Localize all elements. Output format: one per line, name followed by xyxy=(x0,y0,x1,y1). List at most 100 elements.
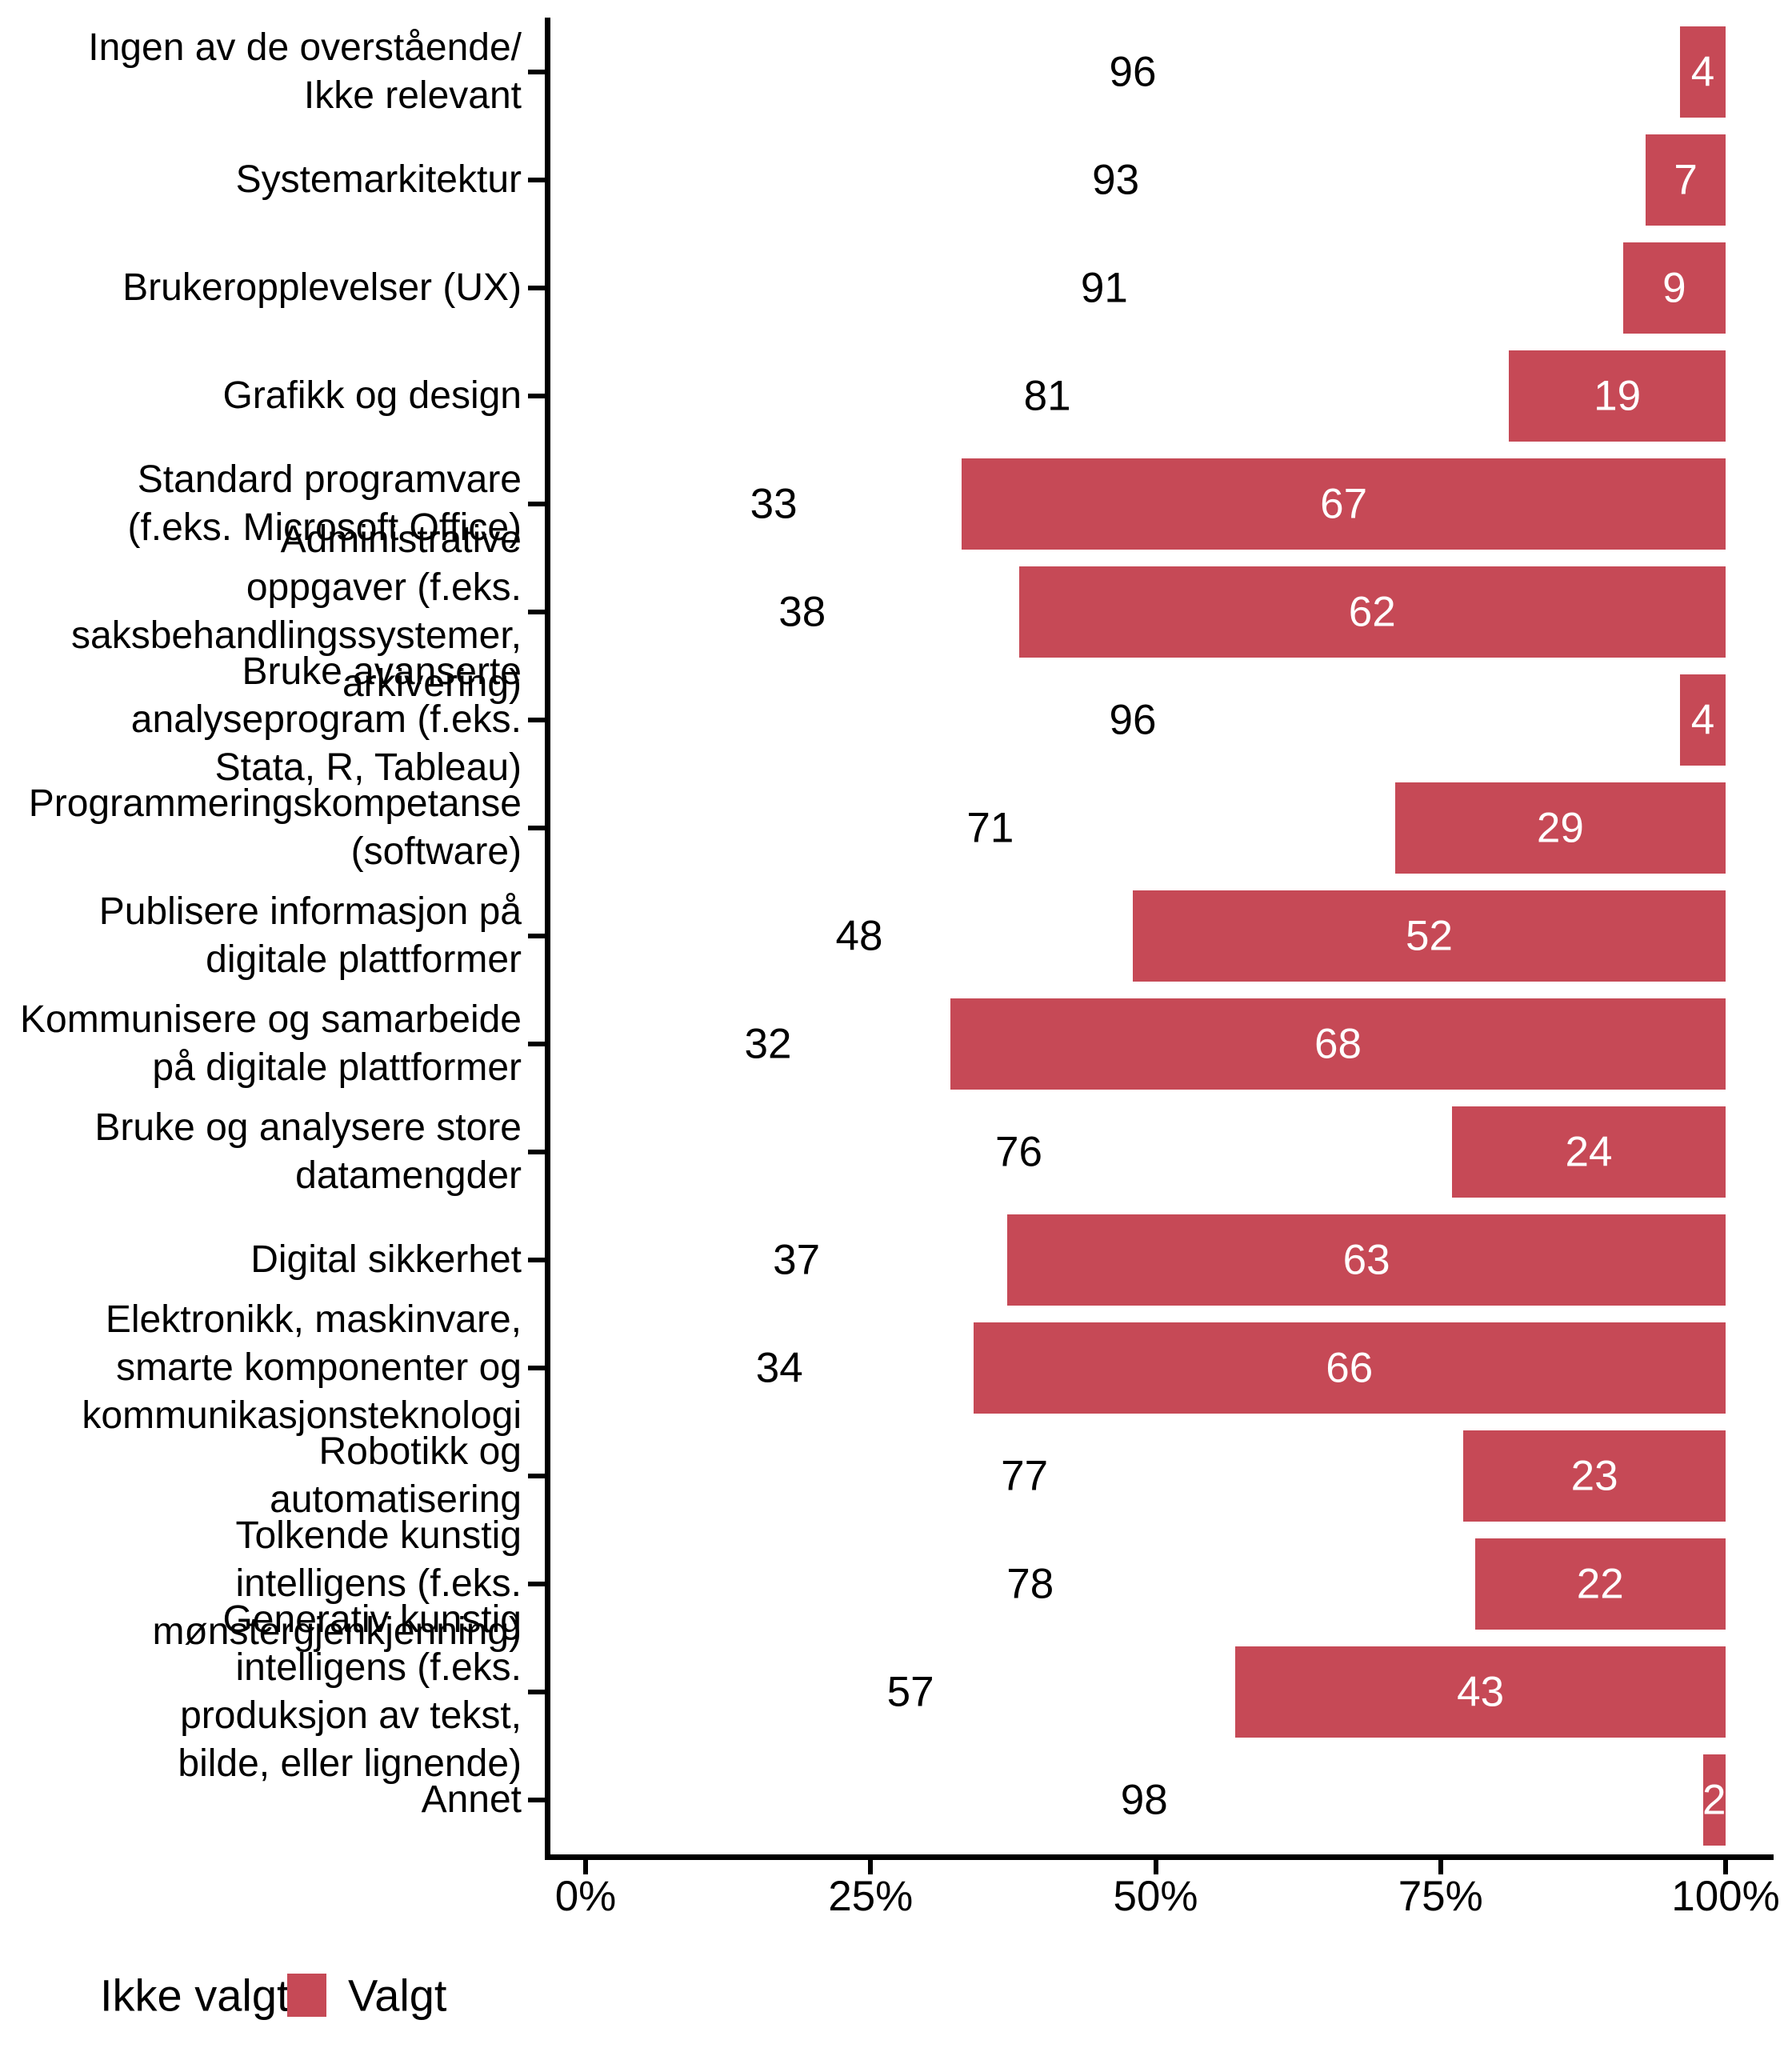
category-label: Bruke avanserte analyseprogram (f.eks. S… xyxy=(130,650,522,789)
bar-valgt xyxy=(973,1322,1726,1414)
y-axis-tick xyxy=(528,1042,545,1047)
category-label: Digital sikkerhet xyxy=(250,1238,522,1282)
x-axis-tick-label: 50% xyxy=(1113,1873,1198,1920)
value-label-valgt: 63 xyxy=(1342,1236,1390,1284)
value-label-ikke-valgt: 34 xyxy=(755,1344,803,1392)
category-label: Programmeringskompetanse (software) xyxy=(28,782,522,873)
value-label-valgt: 9 xyxy=(1662,264,1686,312)
bar-valgt xyxy=(1463,1430,1726,1522)
value-label-ikke-valgt: 77 xyxy=(1001,1452,1049,1500)
bar-valgt xyxy=(950,998,1726,1090)
value-label-ikke-valgt: 98 xyxy=(1120,1776,1168,1824)
x-axis-tick xyxy=(1153,1860,1158,1874)
x-axis-tick-label: 25% xyxy=(828,1873,914,1920)
y-axis-tick xyxy=(528,1258,545,1263)
x-axis-tick-label: 75% xyxy=(1398,1873,1483,1920)
value-label-valgt: 24 xyxy=(1565,1128,1613,1176)
category-label: Brukeropplevelser (UX) xyxy=(122,266,522,309)
value-label-valgt: 62 xyxy=(1348,588,1396,636)
y-axis-tick xyxy=(528,1150,545,1155)
y-axis-tick xyxy=(528,1474,545,1479)
x-axis-tick xyxy=(583,1860,588,1874)
legend-key-ikke-valgt xyxy=(50,1974,89,2017)
bar-valgt xyxy=(1680,26,1726,118)
category-label: Generativ kunstig intelligens (f.eks. pr… xyxy=(178,1598,522,1786)
y-axis-tick xyxy=(528,69,545,74)
category-label: Ingen av de overstående/ Ikke relevant xyxy=(88,26,522,117)
value-label-valgt: 68 xyxy=(1314,1020,1362,1068)
bar-valgt xyxy=(1646,134,1726,226)
value-label-valgt: 2 xyxy=(1702,1776,1726,1824)
bar-valgt xyxy=(1394,782,1726,874)
value-label-ikke-valgt: 57 xyxy=(886,1668,934,1716)
bar-valgt xyxy=(1452,1106,1726,1198)
y-axis-line xyxy=(545,18,550,1860)
bar-valgt xyxy=(962,458,1726,550)
x-axis-tick xyxy=(868,1860,874,1874)
value-label-valgt: 7 xyxy=(1674,156,1698,204)
bar-valgt xyxy=(1007,1214,1726,1306)
value-label-valgt: 19 xyxy=(1594,372,1642,420)
bar-valgt xyxy=(1509,350,1726,442)
value-label-valgt: 67 xyxy=(1320,480,1368,528)
category-label: Robotikk og automatisering xyxy=(270,1430,522,1522)
x-axis-line xyxy=(545,1854,1774,1860)
category-label: Kommunisere og samarbeide på digitale pl… xyxy=(20,998,522,1090)
value-label-ikke-valgt: 78 xyxy=(1006,1560,1054,1608)
value-label-valgt: 66 xyxy=(1326,1344,1374,1392)
category-label: Publisere informasjon på digitale plattf… xyxy=(98,890,522,981)
bar-valgt xyxy=(1702,1754,1726,1846)
value-label-ikke-valgt: 93 xyxy=(1092,156,1140,204)
value-label-valgt: 23 xyxy=(1570,1452,1618,1500)
value-label-ikke-valgt: 38 xyxy=(778,588,826,636)
category-label: Annet xyxy=(421,1778,522,1822)
value-label-ikke-valgt: 33 xyxy=(750,480,798,528)
value-label-ikke-valgt: 96 xyxy=(1109,48,1157,96)
y-axis-tick xyxy=(528,934,545,938)
category-label: Systemarkitektur xyxy=(235,158,522,201)
y-axis-tick xyxy=(528,393,545,398)
value-label-ikke-valgt: 32 xyxy=(744,1020,792,1068)
category-label: Bruke og analysere store datamengder xyxy=(94,1106,522,1198)
x-axis-tick-label: 100% xyxy=(1671,1873,1780,1920)
y-axis-tick xyxy=(528,285,545,290)
value-label-ikke-valgt: 91 xyxy=(1080,264,1128,312)
y-axis-tick xyxy=(528,609,545,614)
value-label-valgt: 43 xyxy=(1457,1668,1505,1716)
value-label-ikke-valgt: 71 xyxy=(966,804,1014,852)
value-label-valgt: 4 xyxy=(1690,696,1715,744)
value-label-ikke-valgt: 37 xyxy=(773,1236,821,1284)
x-axis-tick xyxy=(1723,1860,1728,1874)
category-label: Elektronikk, maskinvare, smarte komponen… xyxy=(82,1298,522,1438)
bar-valgt xyxy=(1474,1538,1726,1630)
x-axis-tick-label: 0% xyxy=(554,1873,617,1920)
bar-valgt xyxy=(1133,890,1726,982)
category-label: Grafikk og design xyxy=(222,374,522,417)
value-label-ikke-valgt: 96 xyxy=(1109,696,1157,744)
bar-valgt xyxy=(1622,242,1726,334)
value-label-valgt: 4 xyxy=(1690,48,1715,96)
category-label: Administrative oppgaver (f.eks. saksbeha… xyxy=(71,518,522,705)
bar-valgt xyxy=(1235,1646,1726,1738)
y-axis-tick xyxy=(528,177,545,182)
value-label-valgt: 29 xyxy=(1536,804,1584,852)
value-label-valgt: 52 xyxy=(1406,912,1453,960)
y-axis-tick xyxy=(528,825,545,830)
y-axis-tick xyxy=(528,1582,545,1587)
bar-valgt xyxy=(1680,674,1726,766)
y-axis-tick xyxy=(528,1798,545,1803)
legend-key-valgt xyxy=(287,1974,326,2017)
y-axis-tick xyxy=(528,501,545,506)
value-label-ikke-valgt: 76 xyxy=(995,1128,1042,1176)
category-label: Standard programvare (f.eks. Microsoft O… xyxy=(127,458,522,549)
bar-valgt xyxy=(1018,566,1726,658)
legend-label-ikke-valgt: Ikke valgt xyxy=(100,1970,290,2021)
legend-label-valgt: Valgt xyxy=(348,1970,447,2021)
category-label: Tolkende kunstig intelligens (f.eks. møn… xyxy=(152,1514,522,1654)
value-label-ikke-valgt: 48 xyxy=(835,912,883,960)
value-label-valgt: 22 xyxy=(1576,1560,1624,1608)
y-axis-tick xyxy=(528,1366,545,1371)
value-label-ikke-valgt: 81 xyxy=(1023,372,1071,420)
x-axis-tick xyxy=(1438,1860,1443,1874)
